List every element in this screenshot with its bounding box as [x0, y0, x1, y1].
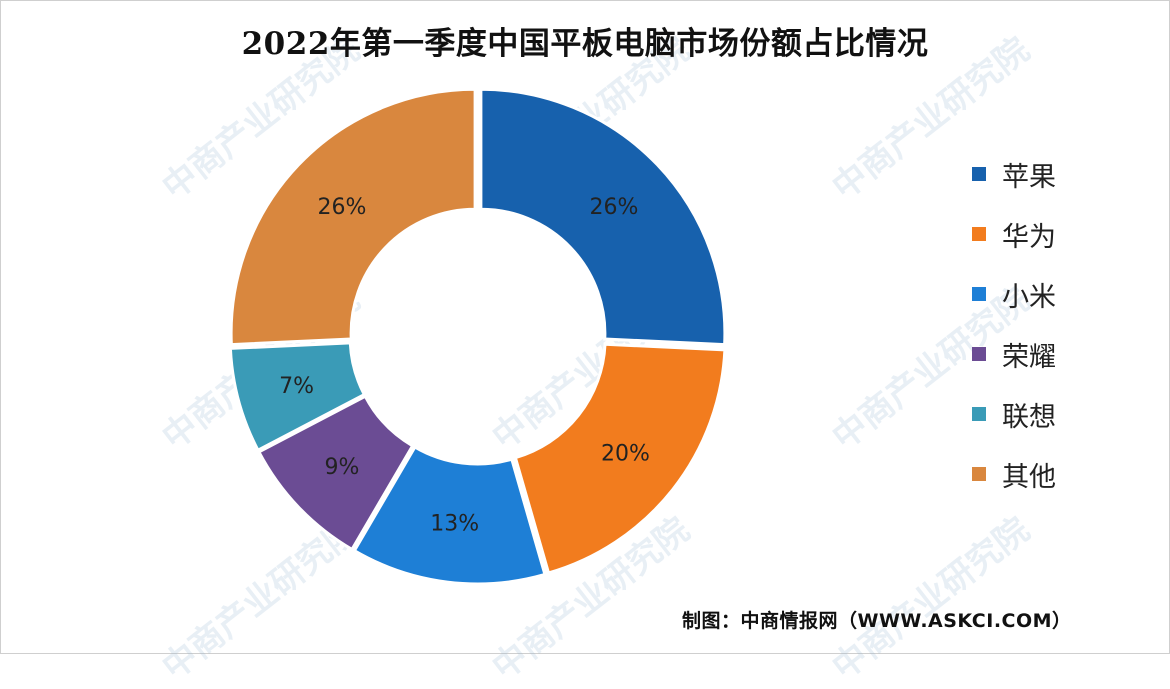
slice-label-荣耀: 9%: [325, 455, 360, 480]
slice-小米: [352, 444, 547, 586]
legend-swatch: [972, 347, 986, 361]
slice-荣耀: [256, 394, 415, 552]
legend-item-苹果: 苹果: [972, 144, 1056, 204]
legend-swatch: [972, 227, 986, 241]
legend-item-华为: 华为: [972, 204, 1056, 264]
legend-label: 其他: [1002, 461, 1056, 493]
slice-苹果: [479, 87, 727, 347]
legend-swatch: [972, 287, 986, 301]
slice-label-苹果: 26%: [590, 195, 639, 220]
donut-chart: 26% 20% 13% 9% 7% 26%: [228, 87, 727, 586]
legend-swatch: [972, 407, 986, 421]
source-note: 制图：中商情报网（WWW.ASKCI.COM）: [682, 610, 1072, 632]
slice-label-联想: 7%: [279, 374, 314, 399]
chart-title: 2022年第一季度中国平板电脑市场份额占比情况: [241, 26, 929, 62]
legend-item-小米: 小米: [972, 264, 1056, 324]
slice-联想: [228, 341, 367, 453]
legend-label: 小米: [1002, 281, 1056, 313]
legend-item-荣耀: 荣耀: [972, 324, 1056, 384]
legend-swatch: [972, 467, 986, 481]
slice-label-小米: 13%: [430, 512, 479, 537]
legend-label: 苹果: [1002, 161, 1056, 193]
legend-item-其他: 其他: [972, 444, 1056, 504]
legend: 苹果华为小米荣耀联想其他: [972, 144, 1056, 504]
legend-item-联想: 联想: [972, 384, 1056, 444]
slice-label-其他: 26%: [318, 195, 367, 220]
legend-swatch: [972, 167, 986, 181]
legend-label: 联想: [1002, 401, 1056, 433]
legend-label: 华为: [1002, 221, 1056, 253]
slice-其他: [229, 87, 477, 347]
slice-华为: [513, 342, 727, 575]
legend-label: 荣耀: [1002, 341, 1056, 373]
slice-label-华为: 20%: [601, 442, 650, 467]
